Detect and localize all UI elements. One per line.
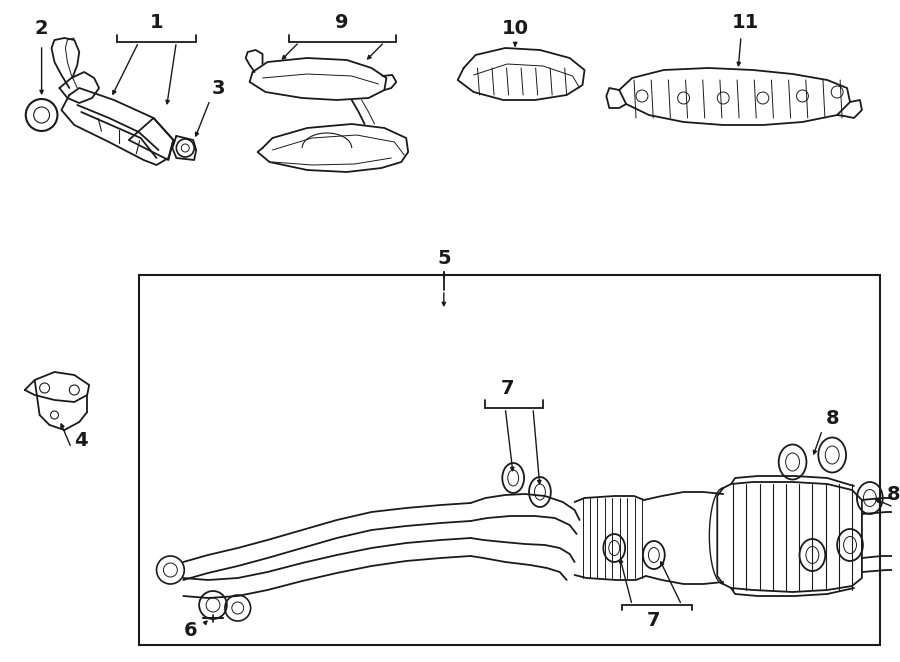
Text: 3: 3	[212, 79, 225, 97]
Text: 10: 10	[501, 19, 528, 38]
Text: 7: 7	[500, 379, 514, 397]
Text: 8: 8	[825, 408, 839, 428]
Text: 8: 8	[886, 485, 900, 504]
Bar	[139, 275, 879, 645]
Text: 2: 2	[35, 19, 49, 38]
Text: 4: 4	[75, 430, 88, 449]
Text: 6: 6	[184, 620, 197, 639]
Text: 1: 1	[149, 13, 163, 32]
Text: 9: 9	[335, 13, 348, 32]
Text: 11: 11	[732, 13, 759, 32]
Text: 5: 5	[437, 248, 451, 267]
Text: 7: 7	[647, 610, 661, 630]
